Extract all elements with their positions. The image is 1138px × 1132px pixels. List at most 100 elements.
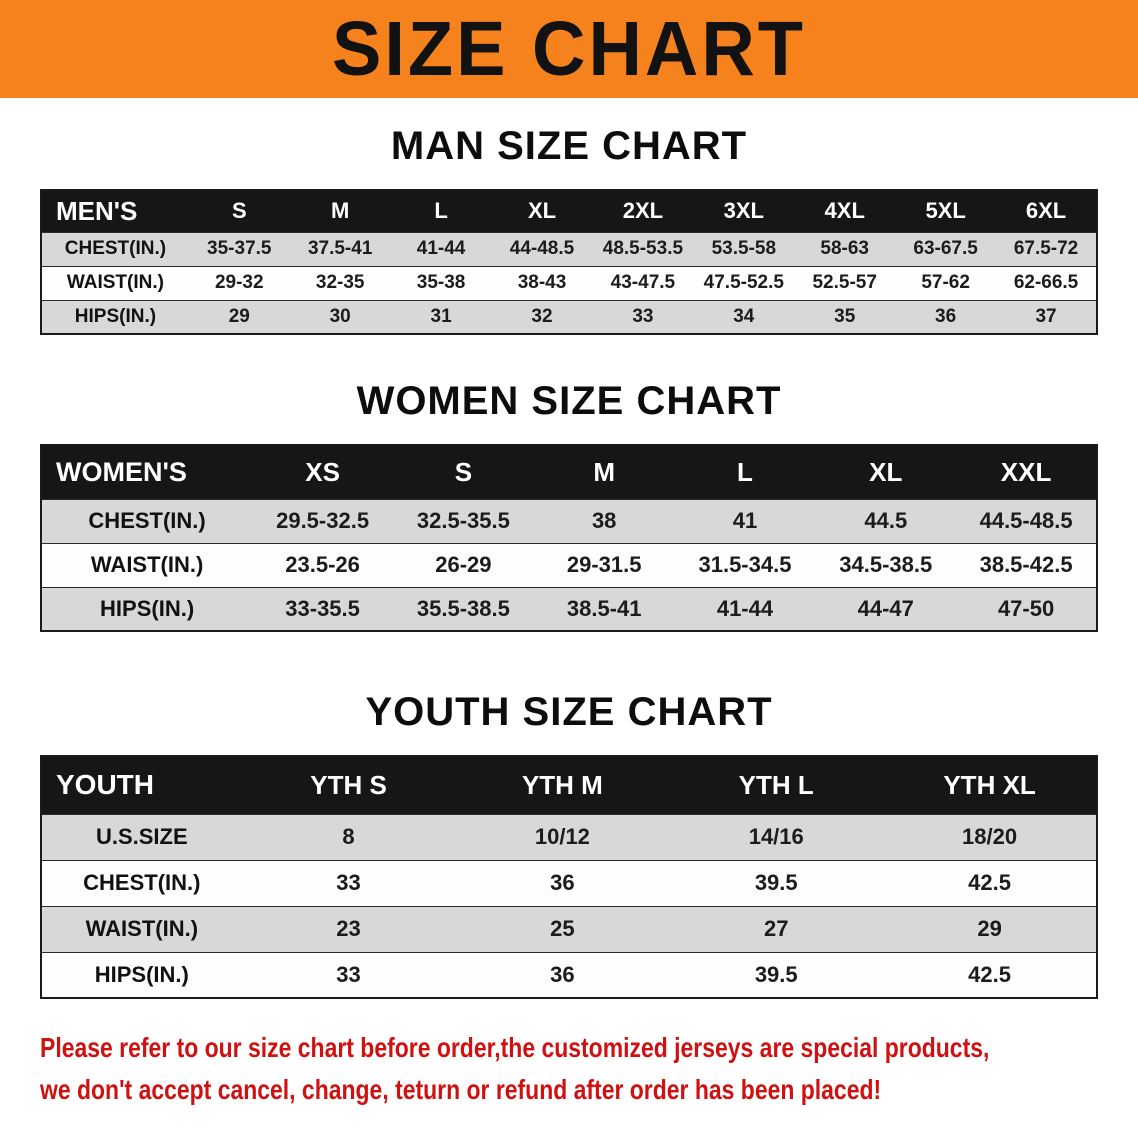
table-header-row: WOMEN'S XS S M L XL XXL [41, 445, 1097, 499]
value-cell: 38.5-42.5 [956, 542, 1097, 587]
value-cell: 29-32 [188, 265, 290, 300]
value-cell: 42.5 [883, 859, 1097, 906]
women-size-table: WOMEN'S XS S M L XL XXL CHEST(IN.) 29.5-32.5 32.5… [40, 444, 1098, 632]
table-row: WAIST(IN.) 23 25 27 29 [41, 905, 1097, 952]
size-header-cell: S [392, 445, 534, 499]
value-cell: 37.5-41 [289, 231, 391, 266]
row-label-cell: CHEST(IN.) [41, 859, 242, 906]
value-cell: 30 [289, 299, 391, 334]
value-cell: 62-66.5 [996, 265, 1097, 300]
value-cell: 39.5 [669, 859, 884, 906]
value-cell: 67.5-72 [996, 231, 1097, 266]
value-cell: 31 [390, 299, 492, 334]
table-row: HIPS(IN.) 33 36 39.5 42.5 [41, 951, 1097, 998]
value-cell: 32 [491, 299, 593, 334]
row-label-cell: CHEST(IN.) [41, 498, 253, 543]
table-header-row: MEN'S S M L XL 2XL 3XL 4XL 5XL 6XL [41, 190, 1097, 232]
youth-size-section: YOUTH SIZE CHART YOUTH YTH S YTH M YTH L YTH… [0, 690, 1138, 999]
table-header-row: YOUTH YTH S YTH M YTH L YTH XL [41, 756, 1097, 814]
table-row: HIPS(IN.) 33-35.5 35.5-38.5 38.5-41 41-44 44-… [41, 586, 1097, 631]
value-cell: 26-29 [392, 542, 534, 587]
value-cell: 32.5-35.5 [392, 498, 534, 543]
men-size-section: MAN SIZE CHART MEN'S S M L XL 2XL 3XL 4XL 5XL 6XL… [0, 124, 1138, 335]
table-row: HIPS(IN.) 29 30 31 32 33 34 35 36 37 [41, 299, 1097, 334]
value-cell: 35-37.5 [188, 231, 290, 266]
value-cell: 29-31.5 [533, 542, 675, 587]
value-cell: 53.5-58 [693, 231, 795, 266]
value-cell: 44-47 [815, 586, 957, 631]
value-cell: 34.5-38.5 [815, 542, 957, 587]
value-cell: 14/16 [669, 813, 884, 860]
value-cell: 23.5-26 [252, 542, 393, 587]
row-label-cell: HIPS(IN.) [41, 951, 242, 998]
table-row: CHEST(IN.) 35-37.5 37.5-41 41-44 44-48.5 48.5… [41, 231, 1097, 266]
size-header-cell: L [390, 190, 492, 232]
row-label-cell: HIPS(IN.) [41, 586, 253, 631]
value-cell: 41 [674, 498, 816, 543]
disclaimer-line-2: we don't accept cancel, change, teturn o… [40, 1074, 882, 1105]
men-size-table: MEN'S S M L XL 2XL 3XL 4XL 5XL 6XL CHEST(IN.) 35-37… [40, 189, 1098, 335]
banner: SIZE CHART [0, 0, 1138, 98]
value-cell: 41-44 [674, 586, 816, 631]
size-header-cell: YTH XL [883, 756, 1097, 814]
value-cell: 44.5-48.5 [956, 498, 1097, 543]
value-cell: 35.5-38.5 [392, 586, 534, 631]
value-cell: 34 [693, 299, 795, 334]
size-header-cell: M [533, 445, 675, 499]
table-row: U.S.SIZE 8 10/12 14/16 18/20 [41, 813, 1097, 860]
value-cell: 32-35 [289, 265, 391, 300]
youth-section-heading: YOUTH SIZE CHART [365, 690, 773, 734]
size-header-cell: 6XL [996, 190, 1097, 232]
value-cell: 10/12 [455, 813, 670, 860]
value-cell: 47-50 [956, 586, 1097, 631]
value-cell: 31.5-34.5 [674, 542, 816, 587]
value-cell: 52.5-57 [794, 265, 896, 300]
value-cell: 37 [996, 299, 1097, 334]
value-cell: 33 [241, 859, 456, 906]
row-label-cell: WAIST(IN.) [41, 265, 189, 300]
table-title-cell: YOUTH [41, 756, 242, 814]
value-cell: 41-44 [390, 231, 492, 266]
disclaimer-line-1: Please refer to our size chart before or… [40, 1032, 990, 1063]
value-cell: 63-67.5 [895, 231, 997, 266]
size-header-cell: 2XL [592, 190, 694, 232]
value-cell: 29 [188, 299, 290, 334]
value-cell: 29.5-32.5 [252, 498, 393, 543]
size-header-cell: XL [815, 445, 957, 499]
value-cell: 8 [241, 813, 456, 860]
value-cell: 33 [241, 951, 456, 998]
size-header-cell: YTH S [241, 756, 456, 814]
size-header-cell: YTH M [455, 756, 670, 814]
size-header-cell: XS [252, 445, 393, 499]
value-cell: 48.5-53.5 [592, 231, 694, 266]
value-cell: 23 [241, 905, 456, 952]
value-cell: 36 [895, 299, 997, 334]
value-cell: 44-48.5 [491, 231, 593, 266]
value-cell: 42.5 [883, 951, 1097, 998]
value-cell: 58-63 [794, 231, 896, 266]
size-header-cell: YTH L [669, 756, 884, 814]
value-cell: 38.5-41 [533, 586, 675, 631]
table-title-cell: MEN'S [41, 190, 189, 232]
row-label-cell: CHEST(IN.) [41, 231, 189, 266]
value-cell: 33 [592, 299, 694, 334]
row-label-cell: U.S.SIZE [41, 813, 242, 860]
table-row: CHEST(IN.) 33 36 39.5 42.5 [41, 859, 1097, 906]
size-header-cell: XL [491, 190, 593, 232]
table-row: WAIST(IN.) 23.5-26 26-29 29-31.5 31.5-34.5 34… [41, 542, 1097, 587]
value-cell: 25 [455, 905, 670, 952]
disclaimer: Please refer to our size chart before or… [40, 1027, 1138, 1111]
value-cell: 38-43 [491, 265, 593, 300]
value-cell: 39.5 [669, 951, 884, 998]
value-cell: 47.5-52.5 [693, 265, 795, 300]
men-section-heading: MAN SIZE CHART [390, 124, 748, 168]
row-label-cell: WAIST(IN.) [41, 905, 242, 952]
value-cell: 36 [455, 859, 670, 906]
size-header-cell: 4XL [794, 190, 896, 232]
value-cell: 57-62 [895, 265, 997, 300]
row-label-cell: HIPS(IN.) [41, 299, 189, 334]
table-row: CHEST(IN.) 29.5-32.5 32.5-35.5 38 41 44.5 44.5… [41, 498, 1097, 543]
row-label-cell: WAIST(IN.) [41, 542, 253, 587]
value-cell: 44.5 [815, 498, 957, 543]
